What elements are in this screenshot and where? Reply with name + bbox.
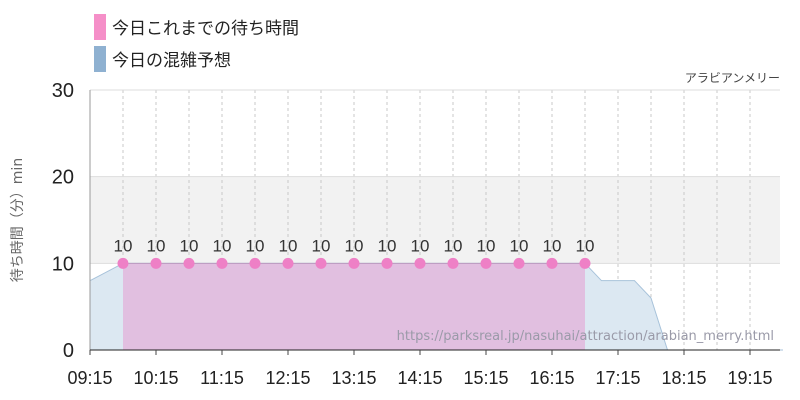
data-point-6: [315, 257, 327, 269]
watermark-url: https://parksreal.jp/nasuhai/attraction/…: [397, 329, 774, 344]
data-label-0: 10: [114, 236, 133, 255]
y-tick-label-1: 10: [52, 253, 74, 275]
data-point-3: [216, 257, 228, 269]
data-label-7: 10: [345, 236, 364, 255]
data-label-8: 10: [378, 236, 397, 255]
data-label-9: 10: [411, 236, 430, 255]
x-tick-label-2: 11:15: [200, 368, 244, 388]
x-tick-label-3: 12:15: [265, 368, 310, 388]
band-0: [90, 176, 780, 264]
data-point-7: [348, 257, 360, 269]
y-tick-label-0: 0: [63, 340, 74, 362]
legend-swatch-forecast: [94, 46, 106, 72]
x-tick-label-1: 10:15: [133, 368, 178, 388]
x-tick-label-7: 16:15: [529, 368, 574, 388]
data-label-11: 10: [477, 236, 496, 255]
data-label-3: 10: [213, 236, 232, 255]
x-tick-label-10: 19:15: [727, 368, 772, 388]
data-point-0: [117, 257, 129, 269]
data-label-14: 10: [576, 236, 595, 255]
y-tick-label-3: 30: [52, 80, 74, 102]
data-point-8: [381, 257, 393, 269]
data-label-13: 10: [543, 236, 562, 255]
data-label-12: 10: [510, 236, 529, 255]
data-point-9: [414, 257, 426, 269]
x-tick-label-6: 15:15: [463, 368, 508, 388]
legend: 今日これまでの待ち時間 今日の混雑予想: [94, 14, 299, 72]
data-label-1: 10: [147, 236, 166, 255]
chart-subtitle: アラビアンメリー: [685, 71, 780, 85]
data-point-12: [513, 257, 525, 269]
data-point-2: [183, 257, 195, 269]
data-point-11: [480, 257, 492, 269]
legend-label-actual: 今日これまでの待ち時間: [112, 19, 299, 39]
data-label-4: 10: [246, 236, 265, 255]
legend-label-forecast: 今日の混雑予想: [112, 51, 231, 71]
x-tick-label-8: 17:15: [595, 368, 640, 388]
data-point-5: [282, 257, 294, 269]
series-actual-area: [123, 263, 585, 350]
data-point-1: [150, 257, 162, 269]
x-tick-label-0: 09:15: [67, 368, 112, 388]
y-axis-label: 待ち時間（分）min: [10, 158, 26, 282]
data-label-2: 10: [180, 236, 199, 255]
data-point-13: [546, 257, 558, 269]
data-point-4: [249, 257, 261, 269]
x-tick-label-4: 13:15: [331, 368, 376, 388]
y-tick-label-2: 20: [52, 167, 74, 189]
data-label-10: 10: [444, 236, 463, 255]
data-label-5: 10: [279, 236, 298, 255]
data-label-6: 10: [312, 236, 331, 255]
data-point-10: [447, 257, 459, 269]
x-tick-label-9: 18:15: [661, 368, 706, 388]
legend-swatch-actual: [94, 14, 106, 40]
data-point-14: [579, 257, 591, 269]
x-tick-label-5: 14:15: [397, 368, 442, 388]
plot-area: 10 10 10 10 10 10 10 10 10 10 10 10 10 10 10 0 10 20 30 09:…: [52, 80, 783, 388]
